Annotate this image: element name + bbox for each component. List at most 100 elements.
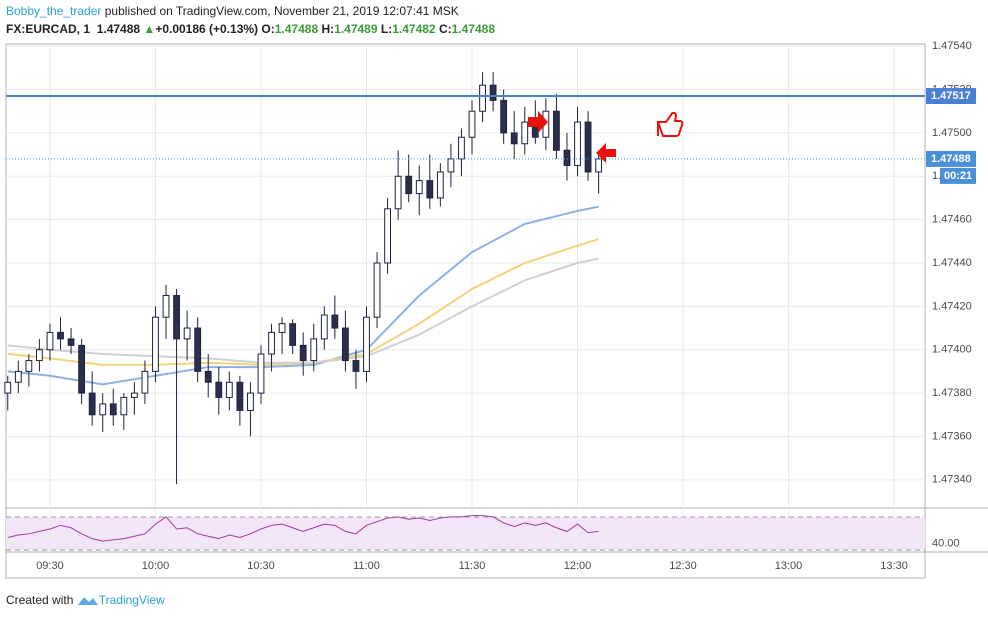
x-tick-label: 12:30 [669,560,697,572]
candle-body [4,381,12,394]
candle-body [268,331,275,355]
candle-body [152,316,159,372]
price-label: 1.47488 [931,153,971,165]
footer-text: Created with [6,593,74,607]
thumbs-up [656,111,684,137]
candle-body [405,175,413,195]
candle-body [204,370,212,383]
candle-body [415,180,423,195]
h-label: H: [321,22,335,36]
change: +0.00186 (+0.13%) [155,22,259,36]
candle-body [341,327,349,362]
arrow-right [528,111,548,133]
x-tick-label: 12:00 [564,560,592,572]
x-tick-label: 13:00 [775,560,803,572]
l-label: L: [380,22,393,36]
x-tick-label: 11:00 [353,560,380,572]
y-tick-label: 1.47460 [932,214,972,226]
published: published on TradingView.com, November 2… [104,4,459,18]
y-tick-label: 1.47340 [932,474,972,486]
candle-body [88,392,96,416]
candle-body [595,158,603,173]
candle-body [130,392,138,398]
candle-body [384,208,391,264]
candle-body [373,262,381,318]
candle-body [36,349,43,362]
candle-body [310,338,318,362]
candle-body [447,158,455,173]
countdown-box [940,167,976,184]
candle-body [479,84,486,112]
y-tick-label: 1.47540 [932,40,972,52]
candle-body [120,396,128,416]
countdown: 00:21 [944,170,972,182]
y-tick-label: 1.47500 [932,127,972,139]
candle-body [510,132,518,145]
candle-body [574,121,581,166]
candle-body [363,316,370,372]
candle-body [236,381,244,411]
candle-body [289,323,297,346]
candle-body [109,403,117,416]
price-label: 1.47517 [931,90,971,102]
candle-body [331,314,339,329]
y-tick-label: 1.47380 [932,387,972,399]
x-tick-label: 10:30 [247,560,275,572]
symbol-line: FX:EURCAD, 1 1.47488 ▲+0.00186 (+0.13%) … [6,22,495,36]
candle-body [458,136,465,160]
candle-body [584,121,592,173]
candle-body [46,331,54,351]
l-value: 1.47482 [392,22,436,36]
candle-body [194,327,202,372]
candle-body [78,344,86,394]
c-label: C: [438,22,452,36]
x-tick-label: 13:30 [880,560,908,572]
candle-body [257,353,265,394]
h-value: 1.47489 [334,22,378,36]
candle-body [278,323,286,333]
footer: Created with TradingView [6,592,165,607]
candle-body [183,327,191,340]
arrow-left [596,143,616,163]
chart: 09:30 10:00 10:30 11:00 11:30 12:00 12:30 13:00… [4,40,988,579]
candle-body [173,295,180,340]
candle-body [394,175,402,210]
o-value: 1.47488 [274,22,319,36]
brand[interactable]: TradingView [98,593,165,607]
candle-body [468,110,476,138]
candle-body [215,381,223,398]
candle-body [489,84,497,101]
x-tick-label: 11:30 [459,560,486,572]
frame [5,43,926,579]
candle-body [500,99,508,134]
y-tick-label: 1.47400 [932,344,972,356]
y-tick-label: 1.47440 [932,257,972,269]
candle-body [67,338,75,346]
rsi-band [6,517,925,550]
rsi-line [7,515,599,542]
candle-body [563,149,571,166]
rsi-tick-label: 40.00 [932,537,960,549]
candle-body [299,344,307,362]
price-label-box [926,150,976,167]
candle-body [225,381,233,398]
candle-body [436,171,444,199]
candle-body [553,110,560,151]
candle-body [426,180,434,199]
candle-body [14,370,22,383]
o-label: O: [261,22,275,36]
candle-body [57,331,64,340]
x-tick-label: 09:30 [36,560,64,572]
candle-body [352,360,360,372]
publish-line: Bobby_the_trader published on TradingVie… [6,4,459,18]
author[interactable]: Bobby_the_trader [6,4,102,18]
candle-body [320,314,328,340]
candle-body [99,403,107,416]
x-tick-label: 10:00 [142,560,170,572]
candle-body [141,370,149,394]
candle-body [162,295,170,318]
candle-body [25,360,33,372]
c-value: 1.47488 [451,22,496,36]
y-tick-label: 1.47420 [932,300,972,312]
